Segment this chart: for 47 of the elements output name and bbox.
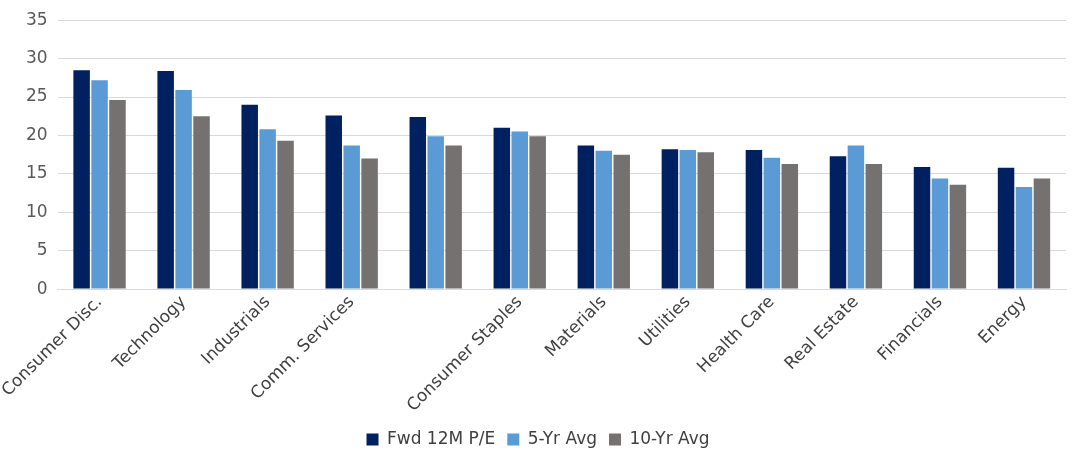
y-tick-label: 5 [36,239,48,260]
y-tick-label: 35 [25,8,48,29]
bar [325,115,342,289]
bar [529,136,546,289]
bar [697,152,714,289]
bar [259,129,276,289]
bar [679,150,697,289]
bar [763,157,781,289]
bar [445,145,462,289]
bar [157,70,174,289]
legend-label: 10-Yr Avg [629,427,710,448]
y-tick-label: 10 [25,200,48,221]
bar [949,184,967,289]
bar [73,70,90,289]
bar [997,167,1015,289]
bar [193,116,210,289]
bar [109,100,126,289]
bar [1015,186,1033,289]
legend-label: Fwd 12M P/E [387,427,496,448]
y-tick-label: 25 [25,85,48,106]
legend-label: 5-Yr Avg [527,427,597,448]
bar [511,131,528,289]
bar [277,140,294,289]
bar [577,145,595,289]
bar [913,166,931,289]
bar [175,90,192,289]
bar [493,127,511,289]
y-tick-label: 0 [36,277,48,298]
bar [661,149,679,289]
bar [931,178,949,289]
bar [91,80,108,289]
bar [865,163,883,289]
bar [409,117,427,289]
bar [595,150,613,289]
bar [1033,178,1051,289]
bar [829,156,847,289]
bar [343,145,360,289]
bar [361,158,378,289]
bar [613,154,630,289]
y-tick-label: 20 [25,123,48,144]
bar [847,145,865,289]
y-tick-label: 15 [25,162,48,183]
bar [427,136,444,289]
bar [745,150,763,289]
bar [781,163,799,289]
bar [241,104,258,289]
y-tick-label: 30 [25,47,48,68]
